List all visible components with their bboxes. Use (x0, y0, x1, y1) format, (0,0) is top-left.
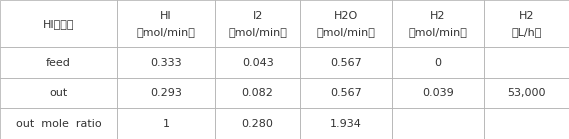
Text: （mol/min）: （mol/min） (228, 27, 287, 37)
Bar (117, 0, 215, 47)
Bar (392, 78, 484, 108)
Text: H2O: H2O (334, 11, 358, 21)
Text: 0.280: 0.280 (242, 119, 274, 129)
Bar (0, 108, 117, 139)
Bar (300, 78, 392, 108)
Bar (117, 47, 215, 78)
Text: （L/h）: （L/h） (511, 27, 542, 37)
Bar (215, 78, 300, 108)
Bar (117, 78, 215, 108)
Text: 0.567: 0.567 (330, 58, 362, 68)
Text: 0.043: 0.043 (242, 58, 274, 68)
Bar (392, 47, 484, 78)
Text: out  mole  ratio: out mole ratio (16, 119, 101, 129)
Bar (484, 47, 569, 78)
Bar (215, 0, 300, 47)
Text: 0.567: 0.567 (330, 88, 362, 98)
Text: 0.293: 0.293 (150, 88, 182, 98)
Text: out: out (50, 88, 68, 98)
Text: 0.333: 0.333 (150, 58, 182, 68)
Text: 1.934: 1.934 (330, 119, 362, 129)
Bar (215, 47, 300, 78)
Bar (300, 108, 392, 139)
Text: 0.082: 0.082 (242, 88, 274, 98)
Text: 0: 0 (434, 58, 442, 68)
Text: （mol/min）: （mol/min） (137, 27, 195, 37)
Text: feed: feed (46, 58, 71, 68)
Text: 1: 1 (163, 119, 170, 129)
Bar (300, 0, 392, 47)
Text: 53,000: 53,000 (507, 88, 546, 98)
Text: （mol/min）: （mol/min） (409, 27, 467, 37)
Bar (484, 0, 569, 47)
Text: I2: I2 (253, 11, 263, 21)
Bar (0, 0, 117, 47)
Text: （mol/min）: （mol/min） (317, 27, 376, 37)
Bar (484, 108, 569, 139)
Text: H2: H2 (518, 11, 534, 21)
Bar (484, 78, 569, 108)
Text: HI: HI (160, 11, 172, 21)
Bar (0, 78, 117, 108)
Bar (0, 47, 117, 78)
Bar (215, 108, 300, 139)
Bar (392, 108, 484, 139)
Bar (117, 108, 215, 139)
Text: H2: H2 (430, 11, 446, 21)
Text: 0.039: 0.039 (422, 88, 453, 98)
Text: HI분해기: HI분해기 (43, 19, 74, 29)
Bar (392, 0, 484, 47)
Bar (300, 47, 392, 78)
